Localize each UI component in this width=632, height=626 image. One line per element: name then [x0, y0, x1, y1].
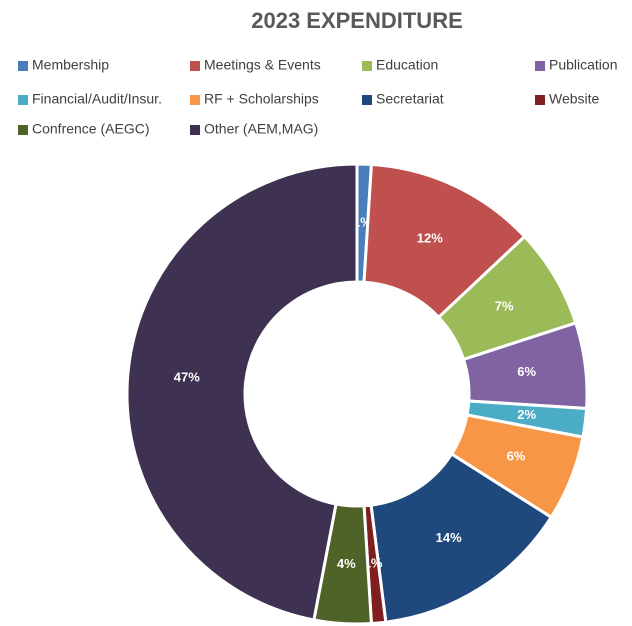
legend-swatch [190, 125, 200, 135]
data-label: 47% [174, 369, 200, 384]
data-label: 12% [417, 231, 443, 246]
legend-label: Membership [32, 57, 109, 73]
data-label: 6% [517, 364, 536, 379]
legend-label: Financial/Audit/Insur. [32, 91, 162, 107]
slice [369, 451, 554, 624]
legend-label: Secretariat [376, 91, 444, 107]
data-label: 4% [337, 556, 356, 571]
legend-swatch [535, 61, 545, 71]
legend-swatch [190, 61, 200, 71]
data-label: 2% [517, 407, 536, 422]
legend-label: Publication [549, 57, 618, 73]
data-label: 7% [495, 298, 514, 313]
legend-label: Confrence (AEGC) [32, 121, 149, 137]
legend-swatch [535, 95, 545, 105]
data-label: 6% [507, 448, 526, 463]
legend-label: Education [376, 57, 438, 73]
legend-label: RF + Scholarships [204, 91, 319, 107]
legend-label: Other (AEM,MAG) [204, 121, 318, 137]
legend-swatch [18, 61, 28, 71]
legend-label: Website [549, 91, 600, 107]
slice [125, 162, 359, 622]
chart-title: 2023 EXPENDITURE [251, 8, 463, 33]
legend-swatch [18, 125, 28, 135]
legend-label: Meetings & Events [204, 57, 321, 73]
legend-swatch [190, 95, 200, 105]
legend-swatch [18, 95, 28, 105]
legend-swatch [362, 61, 372, 71]
data-label: 14% [436, 530, 462, 545]
legend-swatch [362, 95, 372, 105]
